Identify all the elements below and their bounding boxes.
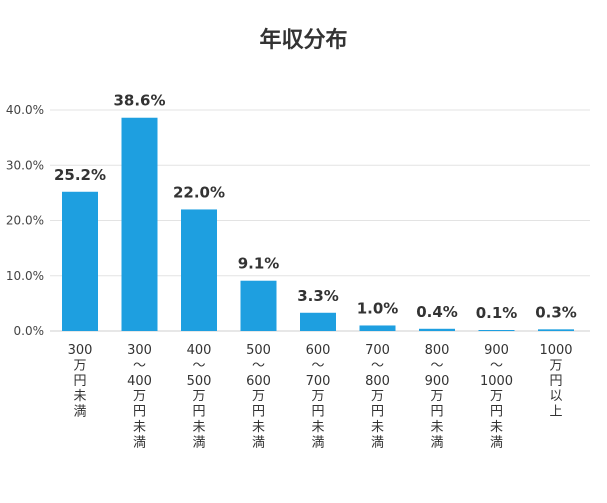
bar xyxy=(359,325,396,331)
y-tick-label: 30.0% xyxy=(6,158,44,172)
x-tick-label: 800 xyxy=(425,343,450,358)
x-tick-label: 万 xyxy=(311,389,324,404)
x-tick-label: 円 xyxy=(490,405,503,420)
x-tick-label: 上 xyxy=(549,405,562,420)
x-tick-label: 満 xyxy=(490,435,503,450)
x-tick-label: 500 xyxy=(187,374,212,389)
data-label: 22.0% xyxy=(173,183,225,201)
x-tick-label: 500 xyxy=(246,343,271,358)
x-tick-label: 満 xyxy=(192,435,205,450)
x-tick-label: ～ xyxy=(490,358,503,373)
y-tick-label: 40.0% xyxy=(6,103,44,117)
x-tick-label: 万 xyxy=(252,389,265,404)
x-tick-label: 万 xyxy=(73,358,86,373)
data-label: 38.6% xyxy=(113,92,165,110)
x-tick-label: 満 xyxy=(252,435,265,450)
x-tick-label: ～ xyxy=(371,358,384,373)
x-tick-label: 万 xyxy=(490,389,503,404)
x-tick-label: 800 xyxy=(365,374,390,389)
bar xyxy=(62,191,98,331)
x-tick-label: 1000 xyxy=(539,343,572,358)
x-tick-label: 円 xyxy=(430,405,443,420)
x-tick-label: 未 xyxy=(311,420,324,435)
data-label: 0.1% xyxy=(476,304,518,322)
data-label: 0.4% xyxy=(416,303,458,321)
x-tick-label: 円 xyxy=(311,405,324,420)
x-tick-label: 円 xyxy=(192,405,205,420)
x-tick-label: 未 xyxy=(490,420,503,435)
x-tick-label: 万 xyxy=(430,389,443,404)
x-tick-label: 未 xyxy=(133,420,146,435)
x-tick-label: 未 xyxy=(430,420,443,435)
x-tick-label: 万 xyxy=(192,389,205,404)
x-tick-label: 万 xyxy=(371,389,384,404)
x-tick-label: 400 xyxy=(187,343,212,358)
x-tick-label: 400 xyxy=(127,374,152,389)
x-tick-label: 以 xyxy=(549,389,562,404)
x-tick-label: 600 xyxy=(306,343,331,358)
bar xyxy=(419,328,455,331)
x-tick-label: ～ xyxy=(252,358,265,373)
x-tick-label: 1000 xyxy=(480,374,513,389)
bar xyxy=(538,329,574,331)
bar xyxy=(240,280,277,331)
x-tick-label: 300 xyxy=(68,343,93,358)
x-tick-label: 900 xyxy=(425,374,450,389)
x-tick-label: 700 xyxy=(306,374,331,389)
y-tick-label: 10.0% xyxy=(6,269,44,283)
x-tick-label: 円 xyxy=(73,374,86,389)
bar xyxy=(300,312,336,331)
data-label: 3.3% xyxy=(297,287,339,305)
x-tick-label: 300 xyxy=(127,343,152,358)
x-tick-label: 満 xyxy=(371,435,384,450)
x-tick-label: 満 xyxy=(311,435,324,450)
data-label: 0.3% xyxy=(535,303,577,321)
x-tick-label: 円 xyxy=(549,374,562,389)
x-tick-label: 円 xyxy=(252,405,265,420)
y-tick-label: 20.0% xyxy=(6,214,44,228)
x-tick-label: ～ xyxy=(430,358,443,373)
data-label: 25.2% xyxy=(54,166,106,184)
x-tick-label: 700 xyxy=(365,343,390,358)
x-tick-label: 満 xyxy=(73,405,86,420)
x-tick-label: ～ xyxy=(192,358,205,373)
x-tick-label: 未 xyxy=(192,420,205,435)
x-tick-label: 満 xyxy=(133,435,146,450)
x-tick-label: 未 xyxy=(73,389,86,404)
x-tick-label: ～ xyxy=(311,358,324,373)
x-tick-label: 円 xyxy=(133,405,146,420)
x-tick-label: 満 xyxy=(430,435,443,450)
x-tick-label: 万 xyxy=(133,389,146,404)
x-tick-label: 未 xyxy=(371,420,384,435)
y-tick-label: 0.0% xyxy=(14,324,45,338)
x-tick-label: ～ xyxy=(133,358,146,373)
x-tick-label: 600 xyxy=(246,374,271,389)
data-label: 9.1% xyxy=(238,255,280,273)
bar xyxy=(478,330,515,331)
x-tick-label: 未 xyxy=(252,420,265,435)
x-tick-label: 万 xyxy=(549,358,562,373)
bar xyxy=(121,117,158,331)
data-label: 1.0% xyxy=(357,299,399,317)
chart-title: 年収分布 xyxy=(259,28,348,53)
x-tick-label: 900 xyxy=(484,343,509,358)
bar xyxy=(181,209,217,331)
x-tick-label: 円 xyxy=(371,405,384,420)
